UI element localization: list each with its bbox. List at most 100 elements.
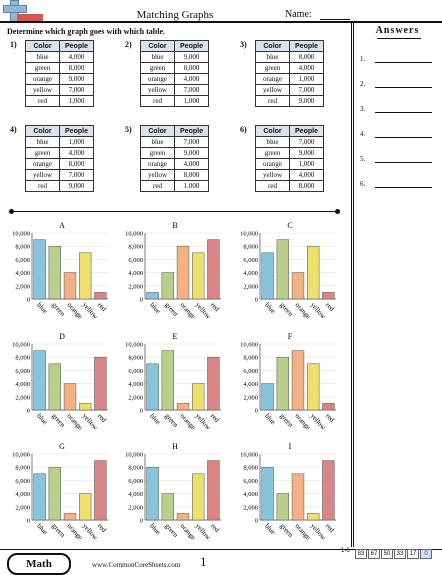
y-tick-label: 4,000	[128, 270, 143, 277]
table-row: yellow 4,000	[255, 169, 324, 181]
table-row: yellow 7,000	[25, 84, 94, 96]
table-row: red 9,000	[255, 95, 324, 107]
bar-red	[207, 239, 220, 300]
answer-blank[interactable]	[375, 137, 432, 138]
table-number-5: 5)	[125, 125, 132, 134]
x-tick-label: blue	[148, 522, 162, 536]
table-cell: yellow	[25, 169, 60, 181]
answer-row-6: 6.	[360, 180, 440, 190]
answer-blank[interactable]	[375, 87, 432, 88]
bar-blue	[33, 239, 46, 300]
answer-blank[interactable]	[375, 62, 432, 63]
chart-B: B 0 2,000 4,000 6,000 8,000 10,000 blue greenora…	[125, 221, 221, 321]
data-table-2: Color People blue 9,000 green 8,000 orange 4,00…	[140, 40, 209, 107]
bar-red	[94, 356, 107, 411]
table-cell: 9,000	[174, 51, 209, 63]
table-row: red 1,000	[140, 95, 209, 107]
x-tick-label: blue	[148, 301, 162, 315]
y-tick-label: 10,000	[12, 342, 30, 349]
column-header: Color	[25, 125, 60, 137]
x-tick-label: green	[50, 522, 67, 539]
answers-title: Answers	[375, 25, 420, 36]
answer-blank[interactable]	[375, 187, 432, 188]
x-tick-label: orange	[294, 301, 313, 321]
answer-blank[interactable]	[375, 112, 432, 113]
answer-number: 5.	[360, 155, 366, 163]
x-tick-label: blue	[35, 522, 49, 536]
x-tick-label: green	[278, 301, 295, 318]
x-tick-label: blue	[263, 522, 277, 536]
y-tick-label: 2,000	[243, 283, 258, 290]
bar-orange	[63, 272, 77, 300]
x-tick-label: green	[278, 412, 295, 429]
table-row: green 4,000	[25, 147, 94, 159]
table-cell: blue	[140, 136, 175, 148]
table-cell: 9,000	[59, 73, 94, 85]
table-cell: 8,000	[59, 62, 94, 74]
x-tick-label: red	[209, 301, 221, 313]
column-header: Color	[140, 125, 175, 137]
bar-blue	[146, 292, 159, 300]
bar-yellow	[192, 252, 205, 300]
column-header: People	[59, 125, 94, 137]
answer-blank[interactable]	[375, 162, 432, 163]
table-cell: 9,000	[59, 180, 94, 192]
table-cell: 1,000	[59, 95, 94, 107]
answer-row-3: 3.	[360, 105, 440, 115]
bar-yellow	[192, 383, 205, 411]
table-cell: 9,000	[289, 147, 324, 159]
y-tick-label: 8,000	[15, 244, 30, 251]
table-row: orange 4,000	[140, 73, 209, 85]
logo-plus-horizontal	[3, 5, 27, 13]
chart-title: G	[59, 442, 65, 451]
y-tick-label: 10,000	[12, 231, 30, 238]
x-tick-label: orange	[66, 301, 85, 321]
y-tick-label: 8,000	[128, 465, 143, 472]
chart-E: E 0 2,000 4,000 6,000 8,000 10,000 blue greenora…	[125, 332, 221, 432]
table-cell: 1,000	[174, 180, 209, 192]
table-cell: 1,000	[289, 158, 324, 170]
table-number-4: 4)	[10, 125, 17, 134]
table-cell: yellow	[140, 84, 175, 96]
name-line[interactable]	[320, 19, 350, 20]
y-tick-label: 2,000	[243, 394, 258, 401]
x-tick-label: blue	[148, 412, 162, 426]
bar-orange	[291, 473, 305, 521]
y-tick-label: 2,000	[15, 283, 30, 290]
score-box: 50	[381, 549, 393, 559]
x-tick-label: blue	[263, 301, 277, 315]
table-cell: orange	[255, 158, 290, 170]
bar-red	[94, 292, 107, 300]
column-header: People	[289, 40, 324, 52]
table-row: green 8,000	[25, 62, 94, 74]
chart-title: B	[172, 221, 177, 230]
bar-yellow	[192, 473, 205, 521]
table-cell: 4,000	[174, 158, 209, 170]
y-tick-label: 4,000	[243, 491, 258, 498]
score-box: 67	[368, 549, 380, 559]
bar-red	[322, 460, 335, 521]
y-tick-label: 8,000	[243, 465, 258, 472]
bar-blue	[261, 466, 274, 521]
score-range-label: 1-6	[341, 548, 350, 554]
y-tick-label: 8,000	[243, 355, 258, 362]
table-cell: red	[140, 180, 175, 192]
site-url: www.CommonCoreSheets.com	[92, 561, 181, 569]
score-box: 0	[420, 549, 432, 559]
table-cell: red	[255, 180, 290, 192]
bar-green	[276, 493, 289, 521]
chart-G: G 0 2,000 4,000 6,000 8,000 10,000 blue greenora…	[12, 442, 108, 542]
table-cell: orange	[140, 158, 175, 170]
footer-rule	[0, 549, 442, 550]
x-tick-label: green	[163, 412, 180, 429]
bar-orange	[291, 272, 305, 300]
x-tick-label: orange	[179, 301, 198, 321]
table-cell: blue	[255, 51, 290, 63]
bar-red	[207, 460, 220, 521]
table-cell: 8,000	[289, 180, 324, 192]
table-cell: 4,000	[289, 169, 324, 181]
y-tick-label: 6,000	[15, 368, 30, 375]
x-tick-label: orange	[179, 412, 198, 432]
table-cell: red	[255, 95, 290, 107]
